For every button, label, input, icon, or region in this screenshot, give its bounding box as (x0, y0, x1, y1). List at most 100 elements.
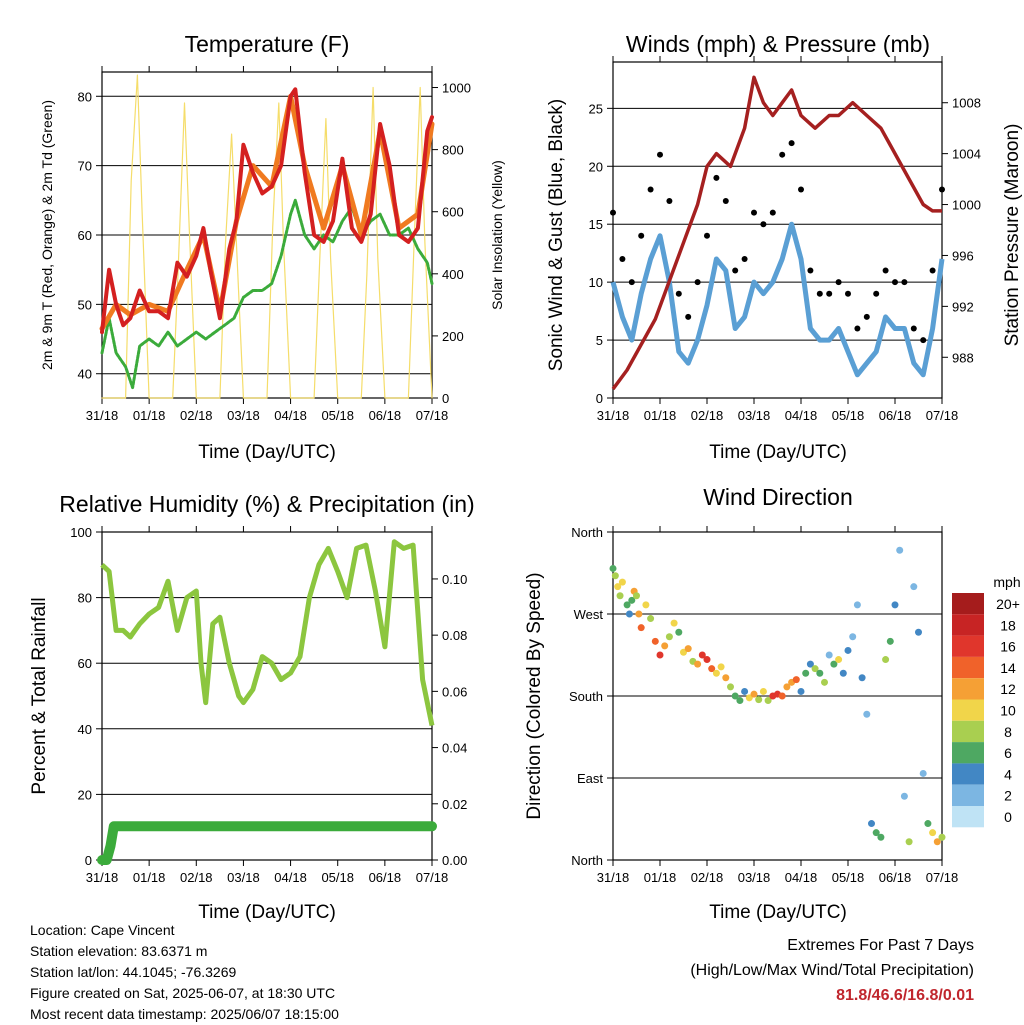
rh_precip-y2tick-label: 0.02 (442, 797, 467, 812)
temperature-panel: 31/18 01/18 02/18 03/18 04/18 05/18 06/18 07/18… (39, 31, 505, 463)
rh_precip-xtick-label: 06/18 (369, 870, 402, 885)
wind_direction-xtick-label: 02/18 (691, 870, 724, 885)
winds_pressure-xlabel: Time (Day/UTC) (709, 442, 847, 463)
direction-point (792, 676, 800, 684)
rh_precip-panel: 31/18 01/18 02/18 03/18 04/18 05/18 06/18 07/18… (29, 491, 475, 923)
gust-point (892, 279, 898, 286)
gust-point (666, 198, 673, 205)
legend-label: 2 (1004, 788, 1012, 804)
direction-point (919, 769, 927, 777)
direction-point (637, 624, 645, 632)
temperature-y2tick-label: 400 (442, 267, 464, 282)
rh_precip-xtick-label: 02/18 (180, 870, 213, 885)
legend-swatch (952, 720, 984, 743)
direction-point (694, 660, 702, 668)
direction-point (708, 665, 716, 673)
winds_pressure-xtick-label: 02/18 (691, 408, 724, 423)
rh_precip-y2tick-label: 0.06 (442, 684, 467, 699)
wind_direction-panel: 31/18 01/18 02/18 03/18 04/18 05/18 06/18 07/18… (524, 484, 958, 923)
gust-point (939, 186, 945, 193)
wind_direction-xtick-label: 07/18 (926, 870, 959, 885)
gust-point (835, 279, 842, 286)
direction-point (877, 833, 885, 841)
gust-point (619, 255, 626, 262)
wind_direction-title: Wind Direction (703, 484, 853, 510)
direction-point (778, 692, 786, 700)
temperature-y2tick-label: 0 (442, 391, 449, 406)
direction-point (625, 610, 633, 618)
gust-point (807, 267, 814, 274)
direction-point (933, 838, 941, 846)
temperature-y2tick-label: 200 (442, 329, 464, 344)
winds_pressure-xtick-label: 05/18 (832, 408, 865, 423)
direction-point (858, 674, 866, 682)
wind_direction-xtick-label: 04/18 (785, 870, 818, 885)
gust-point (901, 279, 908, 286)
gust-point (657, 151, 663, 158)
temperature-xtick-label: 07/18 (416, 408, 449, 423)
winds_pressure-ytick-label: 5 (596, 333, 603, 348)
gust-point (779, 151, 786, 158)
gust-point (751, 209, 757, 216)
direction-point (830, 660, 838, 668)
figure-created: Figure created on Sat, 2025-06-07, at 18… (30, 985, 336, 1001)
direction-point (741, 687, 749, 695)
rh_precip-xtick-label: 05/18 (321, 870, 354, 885)
direction-point (896, 546, 904, 554)
rh_precip-ytick-label: 100 (70, 525, 92, 540)
rh_precip-xtick-label: 31/18 (86, 870, 119, 885)
winds_pressure-ytick-label: 25 (589, 101, 603, 116)
direction-point (849, 633, 857, 641)
direction-point (698, 651, 706, 659)
direction-point (623, 601, 631, 609)
direction-point (924, 820, 932, 828)
winds_pressure-y2tick-label: 1008 (952, 96, 981, 111)
direction-point (618, 578, 626, 586)
wind_direction-ytick-label: East (577, 771, 603, 786)
gust-point (610, 209, 616, 216)
rh_precip-ytick-label: 60 (78, 656, 92, 671)
rh_precip-ytick-label: 20 (78, 787, 92, 802)
temperature-y2label: Solar Insolation (Yellow) (489, 160, 505, 310)
temperature-ylabel: 2m & 9m T (Red, Orange) & 2m Td (Green) (39, 100, 55, 370)
direction-point (675, 628, 683, 636)
direction-point (722, 674, 730, 682)
gust-point (741, 255, 748, 262)
direction-point (802, 669, 810, 677)
winds_pressure-y2tick-label: 1000 (952, 198, 981, 213)
gust-point (685, 313, 692, 320)
temperature-xtick-label: 02/18 (180, 408, 213, 423)
direction-point (821, 678, 828, 686)
temperature-xtick-label: 03/18 (227, 408, 260, 423)
winds_pressure-title: Winds (mph) & Pressure (mb) (626, 31, 930, 57)
temperature-ytick-label: 70 (78, 159, 92, 174)
temperature-y2tick-label: 800 (442, 143, 464, 158)
extremes-values: 81.8/46.6/16.8/0.01 (836, 987, 974, 1004)
direction-point (651, 637, 659, 645)
direction-point (853, 601, 861, 609)
wind_direction-xtick-label: 05/18 (832, 870, 865, 885)
direction-point (633, 592, 640, 600)
rh_precip-y2tick-label: 0.00 (442, 853, 467, 868)
direction-point (736, 697, 744, 705)
temperature-ytick-label: 50 (78, 297, 92, 312)
speed-legend: mph 20+ 18 16 14 12 10 8 6 4 2 0 (952, 574, 1021, 828)
temperature-xtick-label: 04/18 (274, 408, 307, 423)
wind_direction-ytick-label: North (571, 525, 603, 540)
temperature-xtick-label: 05/18 (321, 408, 354, 423)
direction-point (670, 619, 678, 627)
legend-label: 18 (1000, 617, 1016, 633)
direction-point (665, 633, 673, 641)
gust-point (845, 290, 851, 297)
direction-point (680, 648, 687, 656)
winds_pressure-y2tick-label: 988 (952, 350, 974, 365)
temperature-ytick-label: 60 (78, 228, 92, 243)
direction-point (647, 615, 655, 623)
station-info: Location: Cape Vincent Station elevation… (30, 920, 339, 1025)
direction-point (929, 829, 937, 837)
direction-point (661, 642, 669, 650)
winds_pressure-frame (612, 61, 943, 399)
gust-point (760, 221, 767, 228)
direction-point (868, 820, 875, 828)
